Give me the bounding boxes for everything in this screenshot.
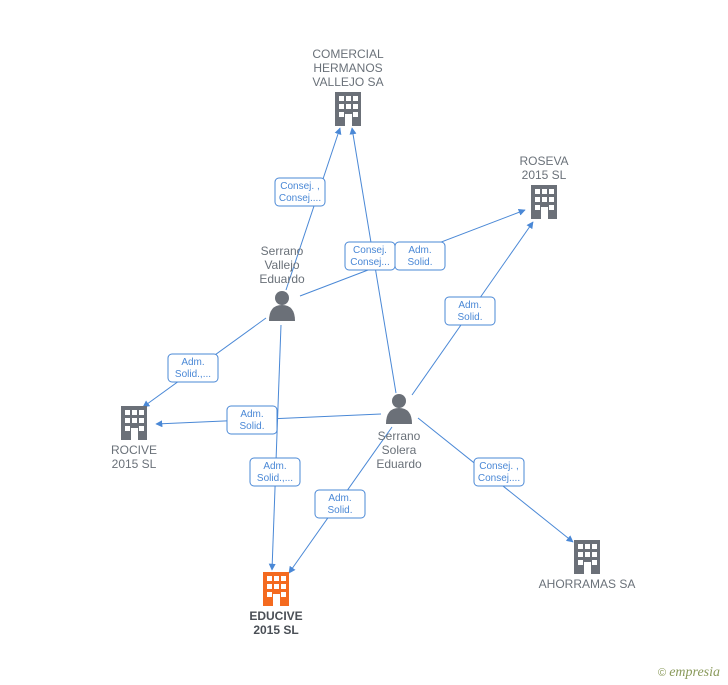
edge-label-serrano_solera-ahorramas: Consej. ,Consej.... bbox=[474, 458, 524, 486]
edge-label-serrano_solera-roseva: Adm.Solid. bbox=[445, 297, 495, 325]
edge-label-serrano_vallejo-comercial: Consej. ,Consej.... bbox=[275, 178, 325, 206]
building-icon bbox=[121, 406, 147, 440]
node-label-comercial-2: VALLEJO SA bbox=[312, 75, 383, 89]
network-diagram: Consej. ,Consej....Consej.Consej...Adm.S… bbox=[0, 0, 728, 685]
node-label-serrano_vallejo-0: Serrano bbox=[261, 244, 304, 258]
node-label-educive-0: EDUCIVE bbox=[249, 609, 302, 623]
node-label-roseva-1: 2015 SL bbox=[522, 168, 567, 182]
node-label-serrano_solera-2: Eduardo bbox=[376, 457, 422, 471]
node-serrano_vallejo[interactable]: SerranoVallejoEduardo bbox=[259, 244, 305, 321]
edge-label-serrano_solera-comercial-line-1: Consej... bbox=[350, 257, 389, 268]
edge-label-serrano_solera-rocive-line-1: Solid. bbox=[239, 421, 264, 432]
node-label-serrano_solera-0: Serrano bbox=[378, 429, 421, 443]
building-icon bbox=[574, 540, 600, 574]
node-serrano_solera[interactable]: SerranoSoleraEduardo bbox=[376, 394, 422, 471]
node-roseva[interactable]: ROSEVA2015 SL bbox=[519, 154, 568, 219]
node-ahorramas[interactable]: AHORRAMAS SA bbox=[539, 540, 636, 591]
node-rocive[interactable]: ROCIVE2015 SL bbox=[111, 406, 157, 471]
building-icon bbox=[263, 572, 289, 606]
edge-label-extra-0: Adm.Solid. bbox=[395, 242, 445, 270]
edge-label-serrano_solera-roseva-line-1: Solid. bbox=[457, 312, 482, 323]
building-icon bbox=[531, 185, 557, 219]
edge-label-serrano_vallejo-comercial-line-1: Consej.... bbox=[279, 193, 321, 204]
watermark: © empresia bbox=[658, 665, 720, 680]
node-label-serrano_solera-1: Solera bbox=[382, 443, 417, 457]
node-educive[interactable]: EDUCIVE2015 SL bbox=[249, 572, 302, 637]
edge-label-serrano_solera-comercial-line-0: Consej. bbox=[353, 245, 387, 256]
edge-label-serrano_solera-educive-line-1: Solid. bbox=[327, 505, 352, 516]
node-label-serrano_vallejo-1: Vallejo bbox=[264, 258, 299, 272]
edge-label-serrano_solera-educive: Adm.Solid. bbox=[315, 490, 365, 518]
edge-label-serrano_solera-roseva-line-0: Adm. bbox=[458, 300, 481, 311]
watermark-text: © empresia bbox=[658, 665, 720, 680]
person-icon bbox=[386, 394, 412, 424]
edge-label-extra-0-line-1: Solid. bbox=[407, 257, 432, 268]
node-label-rocive-0: ROCIVE bbox=[111, 443, 157, 457]
edge-label-serrano_vallejo-educive-line-0: Adm. bbox=[263, 461, 286, 472]
node-label-serrano_vallejo-2: Eduardo bbox=[259, 272, 305, 286]
nodes-layer: COMERCIALHERMANOSVALLEJO SAROSEVA2015 SL… bbox=[111, 47, 635, 637]
node-label-ahorramas-0: AHORRAMAS SA bbox=[539, 577, 636, 591]
node-comercial[interactable]: COMERCIALHERMANOSVALLEJO SA bbox=[312, 47, 384, 126]
node-label-comercial-0: COMERCIAL bbox=[312, 47, 384, 61]
edge-label-serrano_solera-rocive: Adm.Solid. bbox=[227, 406, 277, 434]
edge-label-serrano_solera-rocive-line-0: Adm. bbox=[240, 409, 263, 420]
edge-label-serrano_vallejo-rocive-line-0: Adm. bbox=[181, 357, 204, 368]
node-label-comercial-1: HERMANOS bbox=[313, 61, 382, 75]
edge-label-serrano_solera-ahorramas-line-1: Consej.... bbox=[478, 473, 520, 484]
building-icon bbox=[335, 92, 361, 126]
edge-label-serrano_solera-ahorramas-line-0: Consej. , bbox=[479, 461, 518, 472]
edge-label-serrano_vallejo-comercial-line-0: Consej. , bbox=[280, 181, 319, 192]
edge-label-serrano_vallejo-rocive: Adm.Solid.,... bbox=[168, 354, 218, 382]
node-label-roseva-0: ROSEVA bbox=[519, 154, 568, 168]
node-label-educive-1: 2015 SL bbox=[253, 623, 298, 637]
edge-label-serrano_solera-comercial: Consej.Consej... bbox=[345, 242, 395, 270]
node-label-rocive-1: 2015 SL bbox=[112, 457, 157, 471]
edge-labels-layer: Consej. ,Consej....Consej.Consej...Adm.S… bbox=[168, 178, 524, 518]
person-icon bbox=[269, 291, 295, 321]
edge-label-extra-0-line-0: Adm. bbox=[408, 245, 431, 256]
edge-label-serrano_vallejo-educive-line-1: Solid.,... bbox=[257, 473, 293, 484]
edge-label-serrano_solera-educive-line-0: Adm. bbox=[328, 493, 351, 504]
edge-serrano_vallejo-educive bbox=[272, 325, 281, 570]
edge-label-serrano_vallejo-educive: Adm.Solid.,... bbox=[250, 458, 300, 486]
edge-label-serrano_vallejo-rocive-line-1: Solid.,... bbox=[175, 369, 211, 380]
